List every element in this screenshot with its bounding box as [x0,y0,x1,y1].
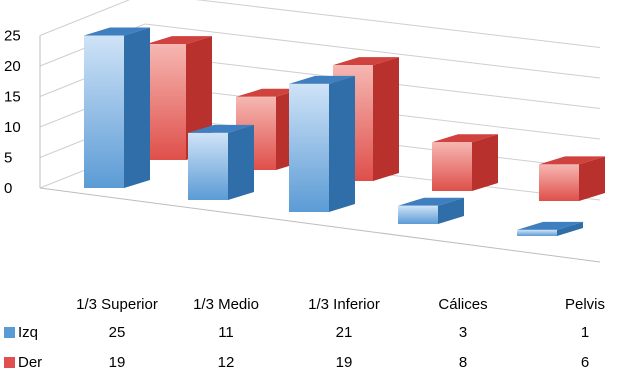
legend-izq: Izq [4,324,38,341]
data-label-izq: 21 [335,324,353,341]
floor-line [39,187,601,263]
legend-swatch-der [4,357,15,368]
legend-label-izq: Izq [18,324,39,341]
y-tick-label: 25 [4,28,21,45]
bar-chart-3d: 0 5 10 15 20 25 [4,0,605,263]
data-label-der: 12 [217,354,235,371]
data-label-der: 8 [458,354,468,371]
data-label-izq: 1 [580,324,590,341]
bar-izq-3 [398,197,464,224]
bar-izq-1 [188,124,254,200]
gridline-left [39,0,131,36]
data-label-izq: 11 [218,324,234,341]
y-tick-label: 5 [4,150,12,167]
y-tick-label: 10 [4,119,21,136]
bar-der-4 [539,156,605,201]
gridline [195,0,601,48]
y-tick-label: 15 [4,89,21,106]
legend-label-der: Der [18,354,43,371]
bar-izq-4 [517,221,583,236]
gridline [144,23,601,79]
category-label: Cálices [438,296,488,313]
data-label-der: 19 [108,354,126,371]
category-label: 1/3 Superior [76,296,158,313]
data-label-izq: 25 [108,324,126,341]
legend-der: Der [4,354,42,371]
bar-der-3 [432,134,498,191]
category-label: 1/3 Inferior [308,296,380,313]
bar-izq-0 [84,27,150,188]
y-tick-label: 20 [4,58,21,75]
data-label-izq: 3 [458,324,468,341]
bar-izq-2 [289,75,355,213]
category-label: Pelvis [564,296,605,313]
data-label-der: 19 [335,354,353,371]
data-label-der: 6 [580,354,590,371]
category-label: 1/3 Medio [193,296,259,313]
y-tick-label: 0 [4,180,12,197]
legend-swatch-izq [4,327,15,338]
